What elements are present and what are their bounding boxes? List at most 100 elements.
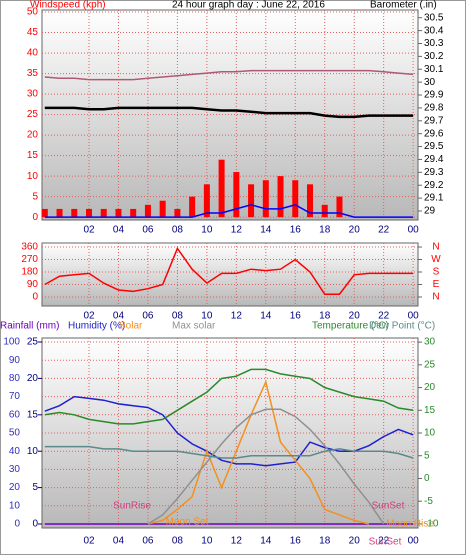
- series-label: Temperature (°C): [312, 321, 389, 332]
- bar: [71, 208, 78, 218]
- x-tick-label: 02: [83, 536, 95, 547]
- y2-tick-label: -10: [424, 519, 439, 530]
- x-tick-label: 12: [231, 311, 243, 322]
- x-tick-label: 22: [378, 311, 390, 322]
- x-tick-label: 14: [260, 536, 272, 547]
- x-tick-label: 02: [83, 225, 95, 236]
- y2-tick-label: 29.1: [424, 193, 444, 204]
- plot-area: [41, 9, 419, 221]
- series-line: [44, 445, 414, 459]
- x-tick-label: 12: [231, 536, 243, 547]
- chart-title: 24 hour graph day : June 22, 2016: [172, 0, 325, 11]
- y-tick-label: 25: [27, 109, 39, 120]
- bar: [248, 184, 255, 218]
- y2-tick-label: 29.5: [424, 141, 444, 152]
- x-tick-label: 06: [142, 225, 154, 236]
- x-tick-label: 08: [172, 536, 184, 547]
- y-tick-label: 40: [27, 48, 39, 59]
- y-tick-label: 270: [21, 254, 38, 265]
- x-tick-label: 00: [408, 225, 420, 236]
- y-tick-label: 180: [21, 267, 38, 278]
- bar: [336, 196, 343, 218]
- series-label: Solar: [119, 321, 143, 332]
- y3-tick-label: 10: [27, 446, 39, 457]
- x-tick-label: 18: [319, 311, 331, 322]
- bar: [233, 172, 240, 218]
- y2-tick-label: 0: [424, 473, 430, 484]
- bar: [189, 196, 196, 218]
- bar: [321, 204, 328, 218]
- x-tick-label: 08: [172, 311, 184, 322]
- y2-tick-label: 29: [424, 206, 436, 217]
- x-tick-label: 16: [290, 225, 302, 236]
- y3-tick-label: 15: [27, 409, 39, 420]
- x-tick-label: 04: [113, 225, 125, 236]
- y2-tick-label: 5: [424, 450, 430, 461]
- y2-tick-label: 29.4: [424, 154, 444, 165]
- series-line: [44, 203, 414, 218]
- y-tick-label: 80: [9, 373, 21, 384]
- y3-tick-label: 20: [27, 373, 39, 384]
- y2-tick-label: 29.7: [424, 115, 444, 126]
- bar: [115, 208, 122, 218]
- annotation: SunRise: [113, 501, 151, 512]
- x-tick-label: 12: [231, 225, 243, 236]
- annotation: Moon Set: [166, 517, 209, 528]
- y2-tick-label: N: [432, 242, 439, 253]
- y-tick-label: 20: [9, 482, 21, 493]
- y-tick-label: 30: [9, 464, 21, 475]
- y2-tick-label: 29.2: [424, 180, 444, 191]
- y-tick-label: 70: [9, 391, 21, 402]
- y-tick-label: 0: [14, 519, 20, 530]
- series-line: [147, 379, 370, 525]
- y2-tick-label: W: [431, 254, 441, 265]
- series-line: [44, 69, 414, 81]
- y2-tick-label: 30.3: [424, 38, 444, 49]
- y3-tick-label: 0: [32, 519, 38, 530]
- y2-tick-label: 29.6: [424, 128, 444, 139]
- bar: [307, 184, 314, 218]
- y-tick-label: 60: [9, 409, 21, 420]
- x-tick-label: 16: [290, 536, 302, 547]
- plot-area: [41, 337, 419, 529]
- series-line: [44, 246, 414, 295]
- series-label: Dew Point (°C): [369, 321, 435, 332]
- y2-tick-label: 15: [424, 405, 436, 416]
- bar: [277, 176, 284, 218]
- series-line: [44, 106, 414, 119]
- x-tick-label: 18: [319, 225, 331, 236]
- x-tick-label: 14: [260, 311, 272, 322]
- x-tick-label: 00: [408, 311, 420, 322]
- x-tick-label: 04: [113, 311, 125, 322]
- y2-tick-label: 30.1: [424, 64, 444, 75]
- series-label: Rainfall (mm): [0, 321, 59, 332]
- series-label: Humidity (%): [68, 321, 125, 332]
- y2-tick-label: 30.2: [424, 51, 444, 62]
- annotation: Moon Rise: [386, 519, 434, 530]
- x-tick-label: 00: [408, 536, 420, 547]
- y-tick-label: 100: [3, 337, 20, 348]
- bar: [100, 208, 107, 218]
- y3-tick-label: 5: [32, 482, 38, 493]
- x-tick-label: 04: [113, 536, 125, 547]
- bar: [56, 208, 63, 218]
- y2-tick-label: 20: [424, 382, 436, 393]
- y-tick-label: 50: [9, 428, 21, 439]
- y2-tick-label: 30: [424, 77, 436, 88]
- bar: [86, 208, 92, 218]
- y2-tick-label: 30.4: [424, 25, 444, 36]
- y2-tick-label: E: [433, 279, 440, 290]
- y-axis-label: Windspeed (kph): [30, 0, 106, 11]
- x-tick-label: 06: [142, 536, 154, 547]
- y-tick-label: 90: [9, 355, 21, 366]
- bar: [174, 208, 181, 218]
- x-tick-label: 22: [378, 225, 390, 236]
- x-tick-label: 20: [349, 311, 361, 322]
- series-label: Max solar: [172, 321, 216, 332]
- x-tick-label: 16: [290, 311, 302, 322]
- series-line: [147, 408, 385, 525]
- x-tick-label: 10: [201, 311, 213, 322]
- x-tick-label: 06: [142, 311, 154, 322]
- y-tick-label: 5: [32, 191, 38, 202]
